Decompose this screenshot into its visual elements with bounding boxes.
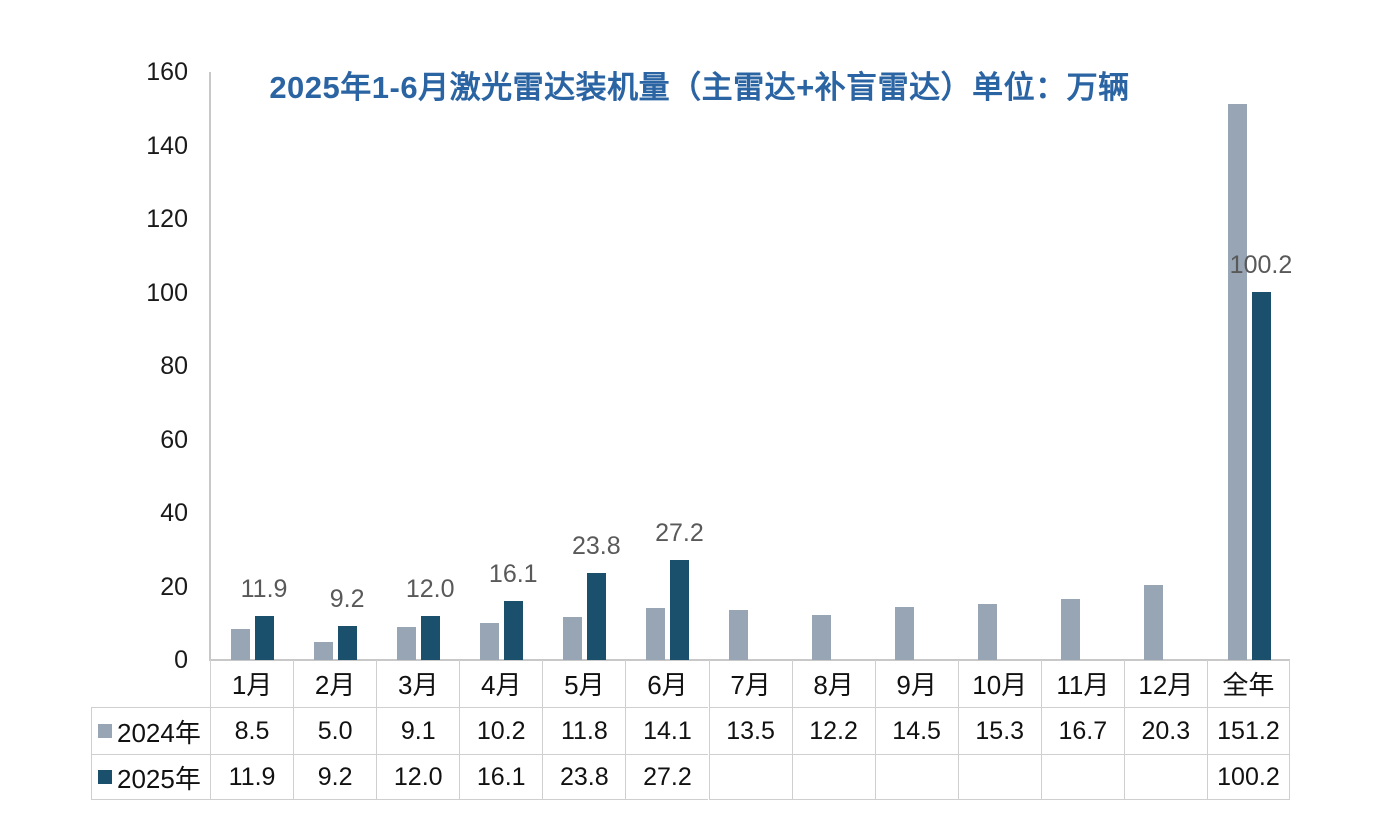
bar-2024-7月 [729, 610, 748, 660]
value-cell: 151.2 [1206, 707, 1290, 754]
y-tick-label: 120 [146, 205, 188, 233]
bar-2025-3月 [420, 616, 440, 660]
bar-value-label: 16.1 [488, 560, 538, 588]
month-header-cell: 4月 [459, 660, 542, 707]
series-name: 2024年 [117, 717, 201, 748]
value-cell: 16.7 [1040, 707, 1124, 754]
month-header-cell: 10月 [957, 660, 1041, 707]
value-cell [791, 754, 875, 800]
month-header-cell: 2月 [293, 660, 376, 707]
bar-2024-9月 [895, 607, 915, 660]
value-cell: 23.8 [542, 754, 626, 800]
y-tick-label: 20 [160, 572, 188, 601]
x-axis-line [209, 659, 1290, 661]
legend-swatch-2024年 [98, 724, 112, 738]
value-cell: 9.2 [293, 754, 377, 800]
bar-2024-6月 [645, 608, 665, 660]
month-header-cell: 1月 [210, 660, 293, 707]
value-cell: 10.2 [459, 707, 543, 754]
value-cell [708, 754, 792, 800]
value-cell: 13.5 [708, 707, 792, 754]
value-cell: 12.2 [791, 707, 875, 754]
legend-swatch-2025年 [98, 770, 112, 784]
month-header-cell: 9月 [874, 660, 958, 707]
month-header-cell: 11月 [1040, 660, 1124, 707]
bar-2025-1月 [254, 616, 274, 660]
series-name: 2025年 [117, 763, 201, 794]
value-cell [1040, 754, 1124, 800]
row-label-2024年: 2024年 [91, 707, 210, 754]
value-cell: 100.2 [1206, 754, 1290, 800]
bar-2024-全年 [1227, 104, 1247, 660]
chart-title: 2025年1-6月激光雷达装机量（主雷达+补盲雷达）单位：万辆 [269, 70, 1130, 105]
bar-2024-5月 [562, 617, 582, 660]
bar-value-label: 27.2 [655, 519, 704, 547]
bar-2025-全年 [1251, 292, 1271, 660]
value-cell [1123, 754, 1207, 800]
value-cell: 5.0 [293, 707, 377, 754]
month-header-cell: 3月 [376, 660, 459, 707]
value-cell: 27.2 [625, 754, 709, 800]
bar-2024-11月 [1061, 599, 1081, 660]
bar-value-label: 12.0 [405, 575, 455, 603]
y-tick-label: 160 [146, 58, 188, 86]
value-cell: 11.8 [542, 707, 626, 754]
bar-2024-3月 [396, 627, 416, 660]
bar-2024-1月 [230, 629, 250, 660]
value-cell: 11.9 [210, 754, 294, 800]
y-tick-label: 140 [146, 131, 188, 160]
y-tick-label: 80 [160, 352, 188, 380]
value-cell: 14.5 [874, 707, 958, 754]
value-cell [874, 754, 958, 800]
bar-2024-2月 [313, 642, 333, 660]
y-tick-label: 100 [146, 278, 188, 307]
bar-value-label: 23.8 [572, 532, 621, 560]
value-cell: 16.1 [459, 754, 543, 800]
y-tick-label: 60 [160, 425, 188, 454]
month-header-cell: 8月 [791, 660, 875, 707]
bar-2025-2月 [337, 626, 357, 660]
bar-2024-12月 [1144, 585, 1164, 660]
bar-2025-6月 [669, 560, 689, 660]
value-cell: 9.1 [376, 707, 460, 754]
bar-value-label: 9.2 [329, 585, 365, 613]
bar-2024-10月 [978, 604, 998, 660]
month-header-cell: 7月 [708, 660, 792, 707]
month-header-cell: 6月 [625, 660, 708, 707]
value-cell: 14.1 [625, 707, 709, 754]
value-cell: 12.0 [376, 754, 460, 800]
month-header-cell: 12月 [1123, 660, 1207, 707]
value-cell [957, 754, 1041, 800]
bar-2024-4月 [479, 623, 499, 660]
bar-value-label: 11.9 [240, 575, 288, 603]
bar-value-label: 100.2 [1229, 251, 1293, 279]
row-label-2025年: 2025年 [91, 754, 210, 800]
bar-2024-8月 [812, 615, 832, 660]
month-header-cell: 5月 [542, 660, 625, 707]
bar-2025-5月 [586, 573, 606, 660]
month-header-cell: 全年 [1206, 660, 1290, 707]
value-cell: 15.3 [957, 707, 1041, 754]
y-axis-line [209, 72, 211, 660]
value-cell: 20.3 [1123, 707, 1207, 754]
y-tick-label: 0 [174, 646, 188, 674]
y-tick-label: 40 [160, 499, 188, 527]
bar-2025-4月 [503, 601, 523, 660]
value-cell: 8.5 [210, 707, 294, 754]
